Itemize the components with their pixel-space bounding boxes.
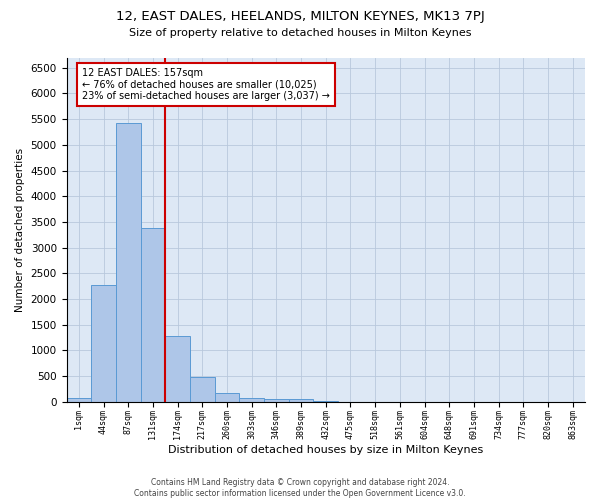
Text: 12, EAST DALES, HEELANDS, MILTON KEYNES, MK13 7PJ: 12, EAST DALES, HEELANDS, MILTON KEYNES,… [116, 10, 484, 23]
Text: Contains HM Land Registry data © Crown copyright and database right 2024.
Contai: Contains HM Land Registry data © Crown c… [134, 478, 466, 498]
Bar [165, 336, 190, 402]
Text: Size of property relative to detached houses in Milton Keynes: Size of property relative to detached ho… [129, 28, 471, 38]
Bar [264, 398, 289, 402]
Y-axis label: Number of detached properties: Number of detached properties [15, 148, 25, 312]
Text: 12 EAST DALES: 157sqm
← 76% of detached houses are smaller (10,025)
23% of semi-: 12 EAST DALES: 157sqm ← 76% of detached … [82, 68, 330, 101]
Bar [215, 394, 239, 402]
Bar [190, 377, 215, 402]
Bar [140, 228, 165, 402]
Bar [289, 400, 313, 402]
Bar [91, 285, 116, 402]
Bar [67, 398, 91, 402]
Bar [116, 123, 140, 402]
X-axis label: Distribution of detached houses by size in Milton Keynes: Distribution of detached houses by size … [168, 445, 484, 455]
Bar [239, 398, 264, 402]
